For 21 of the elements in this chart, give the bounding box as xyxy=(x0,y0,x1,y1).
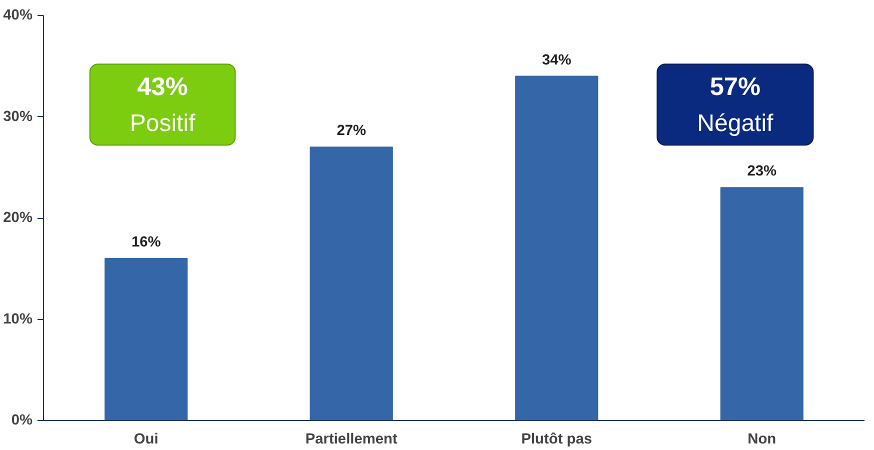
annotation: Positif xyxy=(130,110,196,138)
annotation: Négatif xyxy=(697,110,774,138)
x-tick-label: Oui xyxy=(134,432,158,448)
y-tick-label: 10% xyxy=(3,311,33,328)
x-tick-label: Non xyxy=(748,432,776,448)
y-tick-label: 0% xyxy=(11,412,33,428)
data-label: 27% xyxy=(336,123,366,140)
bar xyxy=(104,258,188,420)
y-tick-label: 40% xyxy=(3,8,33,24)
annotation: 57% xyxy=(710,73,761,102)
annotation: 43% xyxy=(137,73,188,102)
data-label: 34% xyxy=(542,52,572,68)
bar xyxy=(515,76,598,420)
x-tick-label: Plutôt pas xyxy=(521,432,592,448)
x-tick-label: Partiellement xyxy=(305,432,398,448)
bar xyxy=(720,187,804,420)
data-label: 23% xyxy=(747,164,777,180)
data-label: 16% xyxy=(131,234,161,250)
y-tick-label: 30% xyxy=(3,108,33,125)
bar xyxy=(310,146,393,420)
y-tick-label: 20% xyxy=(3,210,33,226)
